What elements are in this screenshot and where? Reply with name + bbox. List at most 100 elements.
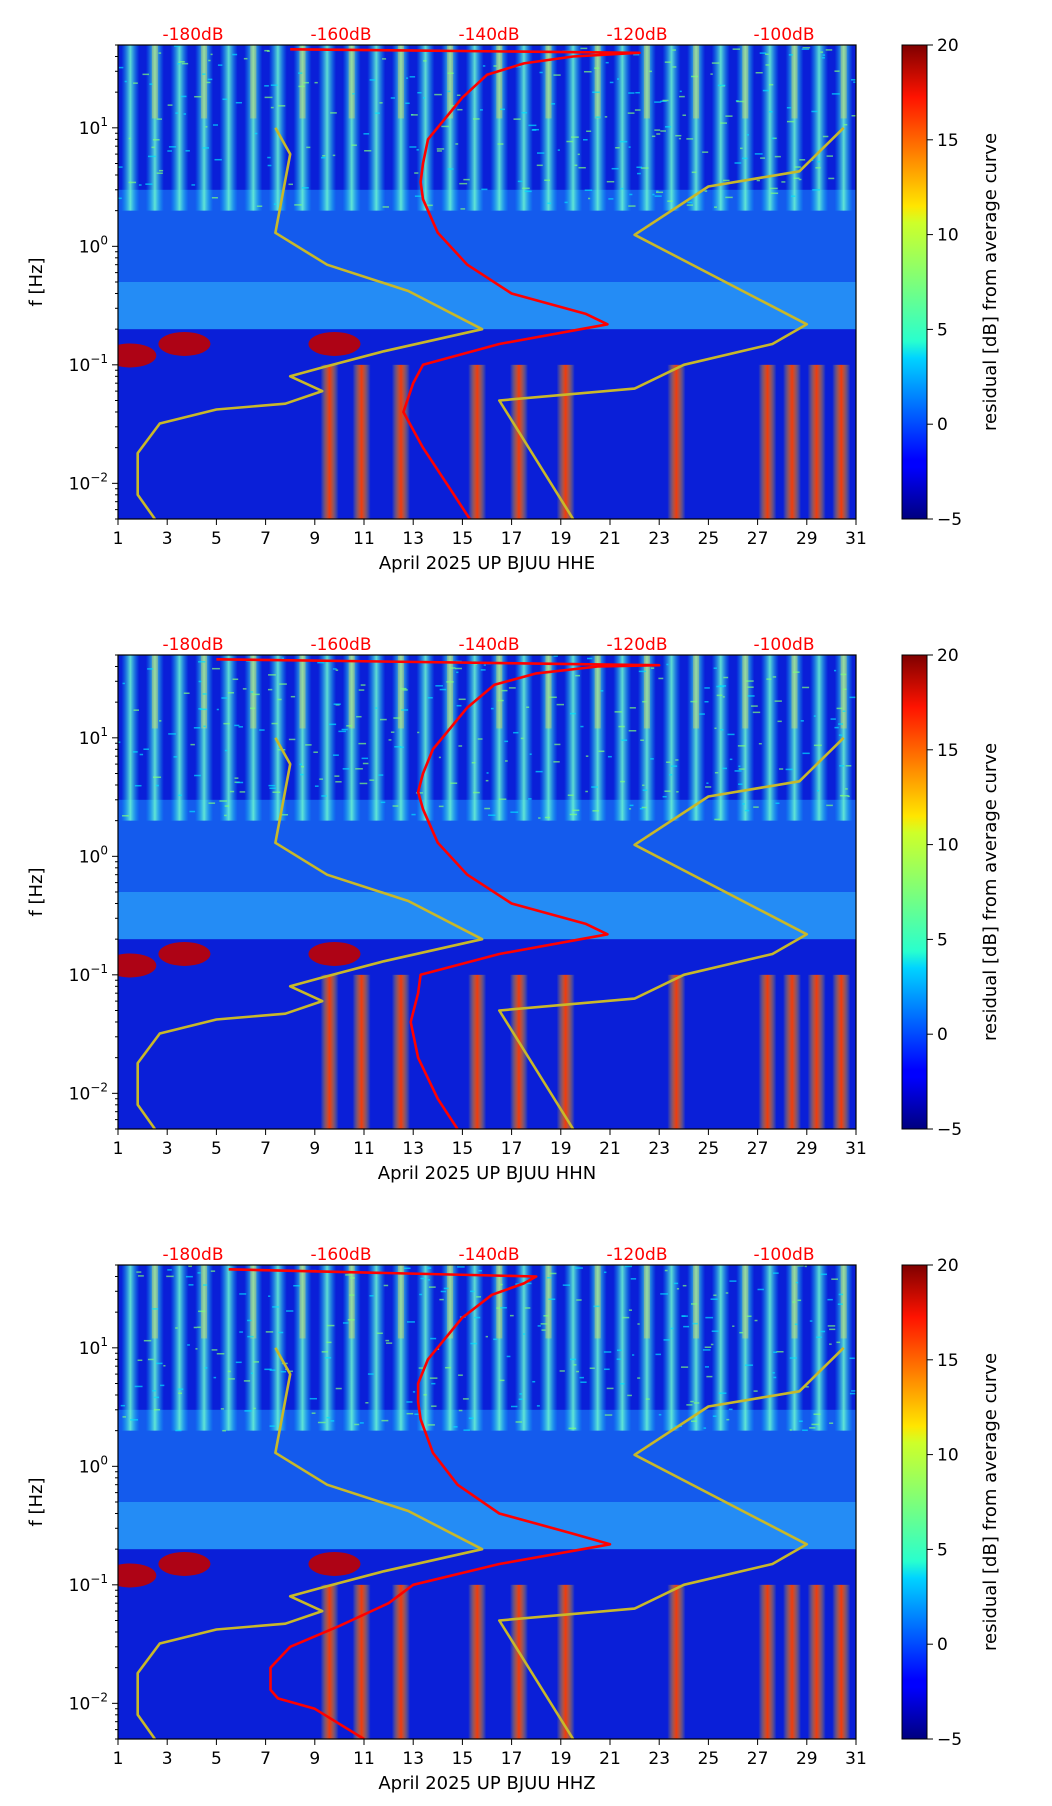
microseism-hotspot (308, 1551, 361, 1576)
noise-speckle (710, 1298, 718, 1300)
noise-speckle (759, 52, 767, 54)
noise-speckle (679, 90, 682, 93)
noise-speckle (744, 809, 750, 812)
daily-stripe (145, 655, 164, 821)
long-period-event (320, 974, 339, 1129)
x-tick-label: 11 (353, 1139, 375, 1159)
noise-speckle (778, 768, 784, 770)
daily-stripe (785, 45, 804, 211)
daily-stripe (760, 45, 779, 211)
noise-speckle (547, 202, 552, 205)
noise-speckle (342, 768, 350, 770)
noise-speckle (335, 1387, 342, 1390)
noise-speckle (722, 767, 727, 770)
noise-speckle (455, 143, 459, 145)
noise-speckle (577, 153, 580, 156)
noise-speckle (524, 1307, 531, 1309)
noise-speckle (288, 183, 293, 186)
noise-speckle (629, 804, 634, 807)
microseism-hotspot (158, 1551, 211, 1576)
daily-stripe (342, 45, 361, 211)
noise-speckle (517, 180, 523, 183)
noise-speckle (378, 774, 384, 776)
noise-speckle (431, 1405, 437, 1407)
noise-speckle (836, 707, 843, 710)
noise-speckle (538, 817, 541, 819)
noise-speckle (214, 158, 222, 161)
noise-speckle (212, 124, 219, 126)
noise-speckle (183, 692, 190, 694)
noise-speckle (496, 1307, 502, 1309)
noise-speckle (156, 1362, 163, 1365)
noise-speckle (642, 784, 645, 787)
daily-stripe (219, 1265, 238, 1431)
daily-stripe (244, 1265, 263, 1431)
noise-speckle (472, 118, 480, 120)
noise-speckle (194, 774, 202, 777)
daily-stripe-core (299, 1265, 306, 1339)
noise-speckle (338, 730, 346, 733)
noise-speckle (845, 765, 852, 767)
noise-speckle (820, 1330, 826, 1333)
noise-speckle (458, 1409, 463, 1412)
noise-speckle (416, 149, 419, 151)
y-tick-label: 10−2 (69, 1690, 108, 1714)
noise-speckle (591, 786, 598, 788)
daily-stripe-core (348, 1265, 355, 1339)
noise-speckle (624, 1265, 633, 1268)
noise-speckle (686, 1404, 693, 1406)
noise-speckle (608, 198, 614, 200)
noise-speckle (654, 101, 662, 103)
noise-speckle (627, 1394, 632, 1397)
daily-stripe (785, 1265, 804, 1431)
noise-speckle (268, 1295, 271, 1297)
colorbar-tick-label: 20 (937, 1256, 959, 1276)
noise-speckle (655, 191, 664, 194)
noise-speckle (173, 756, 178, 758)
noise-speckle (485, 1335, 488, 1338)
noise-speckle (434, 93, 442, 96)
noise-speckle (447, 90, 451, 93)
colorbar-tick-label: 0 (937, 1025, 948, 1045)
noise-speckle (772, 1372, 775, 1374)
noise-speckle (632, 1354, 635, 1356)
noise-speckle (228, 1378, 235, 1380)
noise-speckle (559, 1370, 565, 1372)
noise-speckle (546, 1276, 552, 1279)
noise-speckle (645, 1398, 650, 1400)
noise-speckle (428, 1286, 436, 1288)
daily-stripe (588, 1265, 607, 1431)
noise-speckle (753, 806, 759, 808)
noise-speckle (232, 678, 239, 681)
noise-speckle (849, 1357, 855, 1360)
noise-speckle (321, 1351, 328, 1353)
noise-speckle (152, 139, 160, 141)
noise-speckle (676, 791, 679, 793)
daily-stripe (662, 1265, 681, 1431)
noise-speckle (321, 795, 327, 797)
x-tick-label: 5 (211, 529, 222, 549)
noise-speckle (828, 177, 835, 180)
noise-speckle (349, 1294, 355, 1296)
noise-speckle (480, 669, 486, 671)
noise-speckle (273, 203, 277, 205)
noise-speckle (737, 745, 746, 747)
plot-area (118, 45, 856, 519)
noise-speckle (299, 773, 304, 776)
noise-speckle (802, 686, 810, 689)
colorbar (901, 1264, 928, 1740)
microseism-hotspot (308, 941, 361, 966)
noise-speckle (347, 1319, 355, 1321)
daily-stripe (760, 655, 779, 821)
noise-speckle (522, 187, 530, 190)
x-tick-label: 7 (260, 1749, 271, 1769)
colorbar-tick-label: 10 (937, 836, 959, 856)
noise-speckle (484, 807, 491, 810)
colorbar-tick-label: −5 (937, 1120, 962, 1140)
daily-stripe (588, 45, 607, 211)
noise-speckle (388, 739, 392, 741)
noise-speckle (266, 50, 270, 52)
noise-speckle (132, 751, 138, 753)
daily-stripe (195, 655, 214, 821)
